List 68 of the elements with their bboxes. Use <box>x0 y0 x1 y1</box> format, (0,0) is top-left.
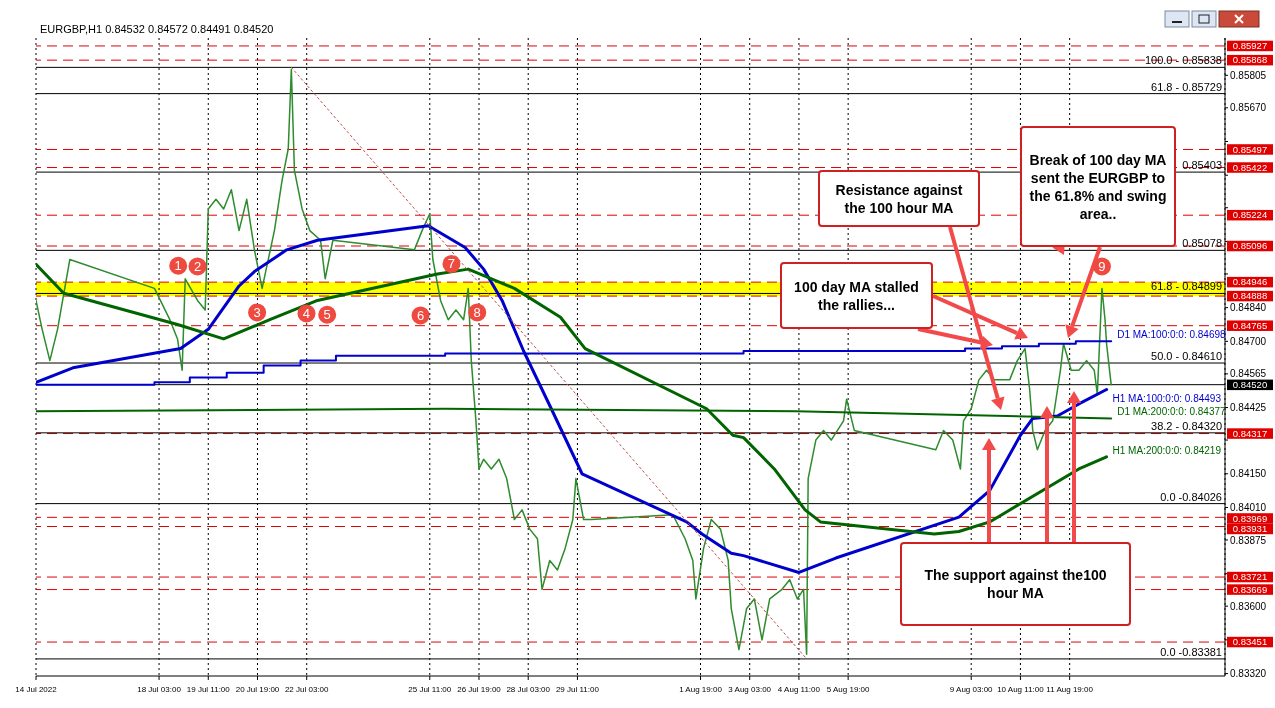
callout-box: Resistance against the 100 hour MA <box>818 170 980 227</box>
ref-line-label: 0.84317 <box>1232 427 1268 439</box>
annotation: 7 <box>447 256 456 272</box>
x-tick-label: 5 Aug 19:00 <box>826 685 871 694</box>
annotation: 8 <box>473 304 481 320</box>
x-tick-label: 20 Jul 19:00 <box>235 685 280 694</box>
chart-title: EURGBP,H1 0.84532 0.84572 0.84491 0.84520 <box>40 23 274 35</box>
y-tick-label: 0.83875 <box>1230 534 1267 546</box>
x-tick-label: 25 Jul 11:00 <box>408 685 452 694</box>
series-label: D1 MA:100:0:0: 0.84698 <box>1117 329 1227 341</box>
ref-line-label: 0.84946 <box>1232 276 1268 288</box>
ref-line-label: 0.83451 <box>1232 636 1268 648</box>
ref-line-label: 0.83669 <box>1232 583 1268 595</box>
ref-line-label: 0.85868 <box>1232 54 1268 66</box>
x-tick-label: 4 Aug 11:00 <box>777 685 821 694</box>
y-tick-label: 0.85805 <box>1230 69 1267 81</box>
ref-line-label: 0.85224 <box>1232 209 1268 221</box>
ref-line-label: 0.85927 <box>1232 40 1268 52</box>
y-tick-label: 0.84565 <box>1230 368 1267 380</box>
y-tick-label: 0.83320 <box>1230 668 1267 680</box>
x-tick-label: 19 Jul 11:00 <box>186 685 231 694</box>
x-tick-label: 22 Jul 03:00 <box>284 685 330 694</box>
x-tick-label: 10 Aug 11:00 <box>997 685 1045 694</box>
annotation: 5 <box>323 307 331 323</box>
annotation: 2 <box>193 258 202 274</box>
x-tick-label: 9 Aug 03:00 <box>949 685 994 694</box>
annotation: 6 <box>416 307 425 323</box>
ref-line-label: 0.83931 <box>1232 523 1268 535</box>
annotation: 38.2 - 0.84320 <box>1151 419 1222 432</box>
y-tick-label: 0.84425 <box>1230 402 1267 414</box>
annotation: 50.0 - 0.84610 <box>1151 350 1222 363</box>
annotation: 0.0 -0.84026 <box>1160 490 1222 503</box>
x-tick-label: 18 Jul 03:00 <box>137 685 182 694</box>
ref-line-label: 0.84520 <box>1232 379 1268 391</box>
ref-line-label: 0.85078 <box>1182 237 1222 250</box>
y-tick-label: 0.84840 <box>1230 302 1267 314</box>
y-tick-label: 0.84150 <box>1230 468 1267 480</box>
callout-box: The support against the100 hour MA <box>900 542 1131 626</box>
series-label: D1 MA:200:0:0: 0.84377 <box>1117 406 1227 418</box>
ref-line-label: 0.83969 <box>1232 512 1268 524</box>
x-tick-label: 14 Jul 2022 <box>15 685 58 694</box>
callout-box: Break of 100 day MA sent the EURGBP to the 61.8% and swing area.. <box>1020 126 1176 247</box>
x-tick-label: 1 Aug 19:00 <box>679 685 723 694</box>
annotation: 1 <box>174 258 182 274</box>
ref-line-label: 0.84888 <box>1232 290 1268 302</box>
x-tick-label: 11 Aug 19:00 <box>1046 685 1094 694</box>
x-tick-label: 28 Jul 03:00 <box>506 685 551 694</box>
series-label: H1 MA:100:0:0: 0.84493 <box>1112 392 1222 404</box>
y-tick-label: 0.85670 <box>1230 102 1267 114</box>
ref-line-label: 0.83721 <box>1232 571 1268 583</box>
annotation: 4 <box>302 305 311 321</box>
annotation: 3 <box>253 304 261 320</box>
ref-line-label: 0.85497 <box>1232 143 1268 155</box>
annotation: 61.8 - 0.84899 <box>1151 280 1222 293</box>
callout-box: 100 day MA stalled the rallies... <box>780 262 933 329</box>
y-tick-label: 0.84700 <box>1230 335 1267 347</box>
series-label: H1 MA:200:0:0: 0.84219 <box>1112 444 1222 456</box>
x-tick-label: 26 Jul 19:00 <box>457 685 502 694</box>
y-tick-label: 0.83600 <box>1230 600 1267 612</box>
ref-line-label: 0.85096 <box>1232 240 1268 252</box>
annotation: 9 <box>1098 258 1106 274</box>
annotation: 0.0 -0.83381 <box>1160 645 1222 658</box>
x-tick-label: 29 Jul 11:00 <box>555 685 600 694</box>
y-tick-label: 0.84010 <box>1230 502 1267 514</box>
ref-line-label: 0.84765 <box>1232 319 1268 331</box>
annotation: 61.8 - 0.85729 <box>1151 80 1222 93</box>
ref-line-label: 0.85422 <box>1232 161 1268 173</box>
x-tick-label: 3 Aug 03:00 <box>728 685 772 694</box>
